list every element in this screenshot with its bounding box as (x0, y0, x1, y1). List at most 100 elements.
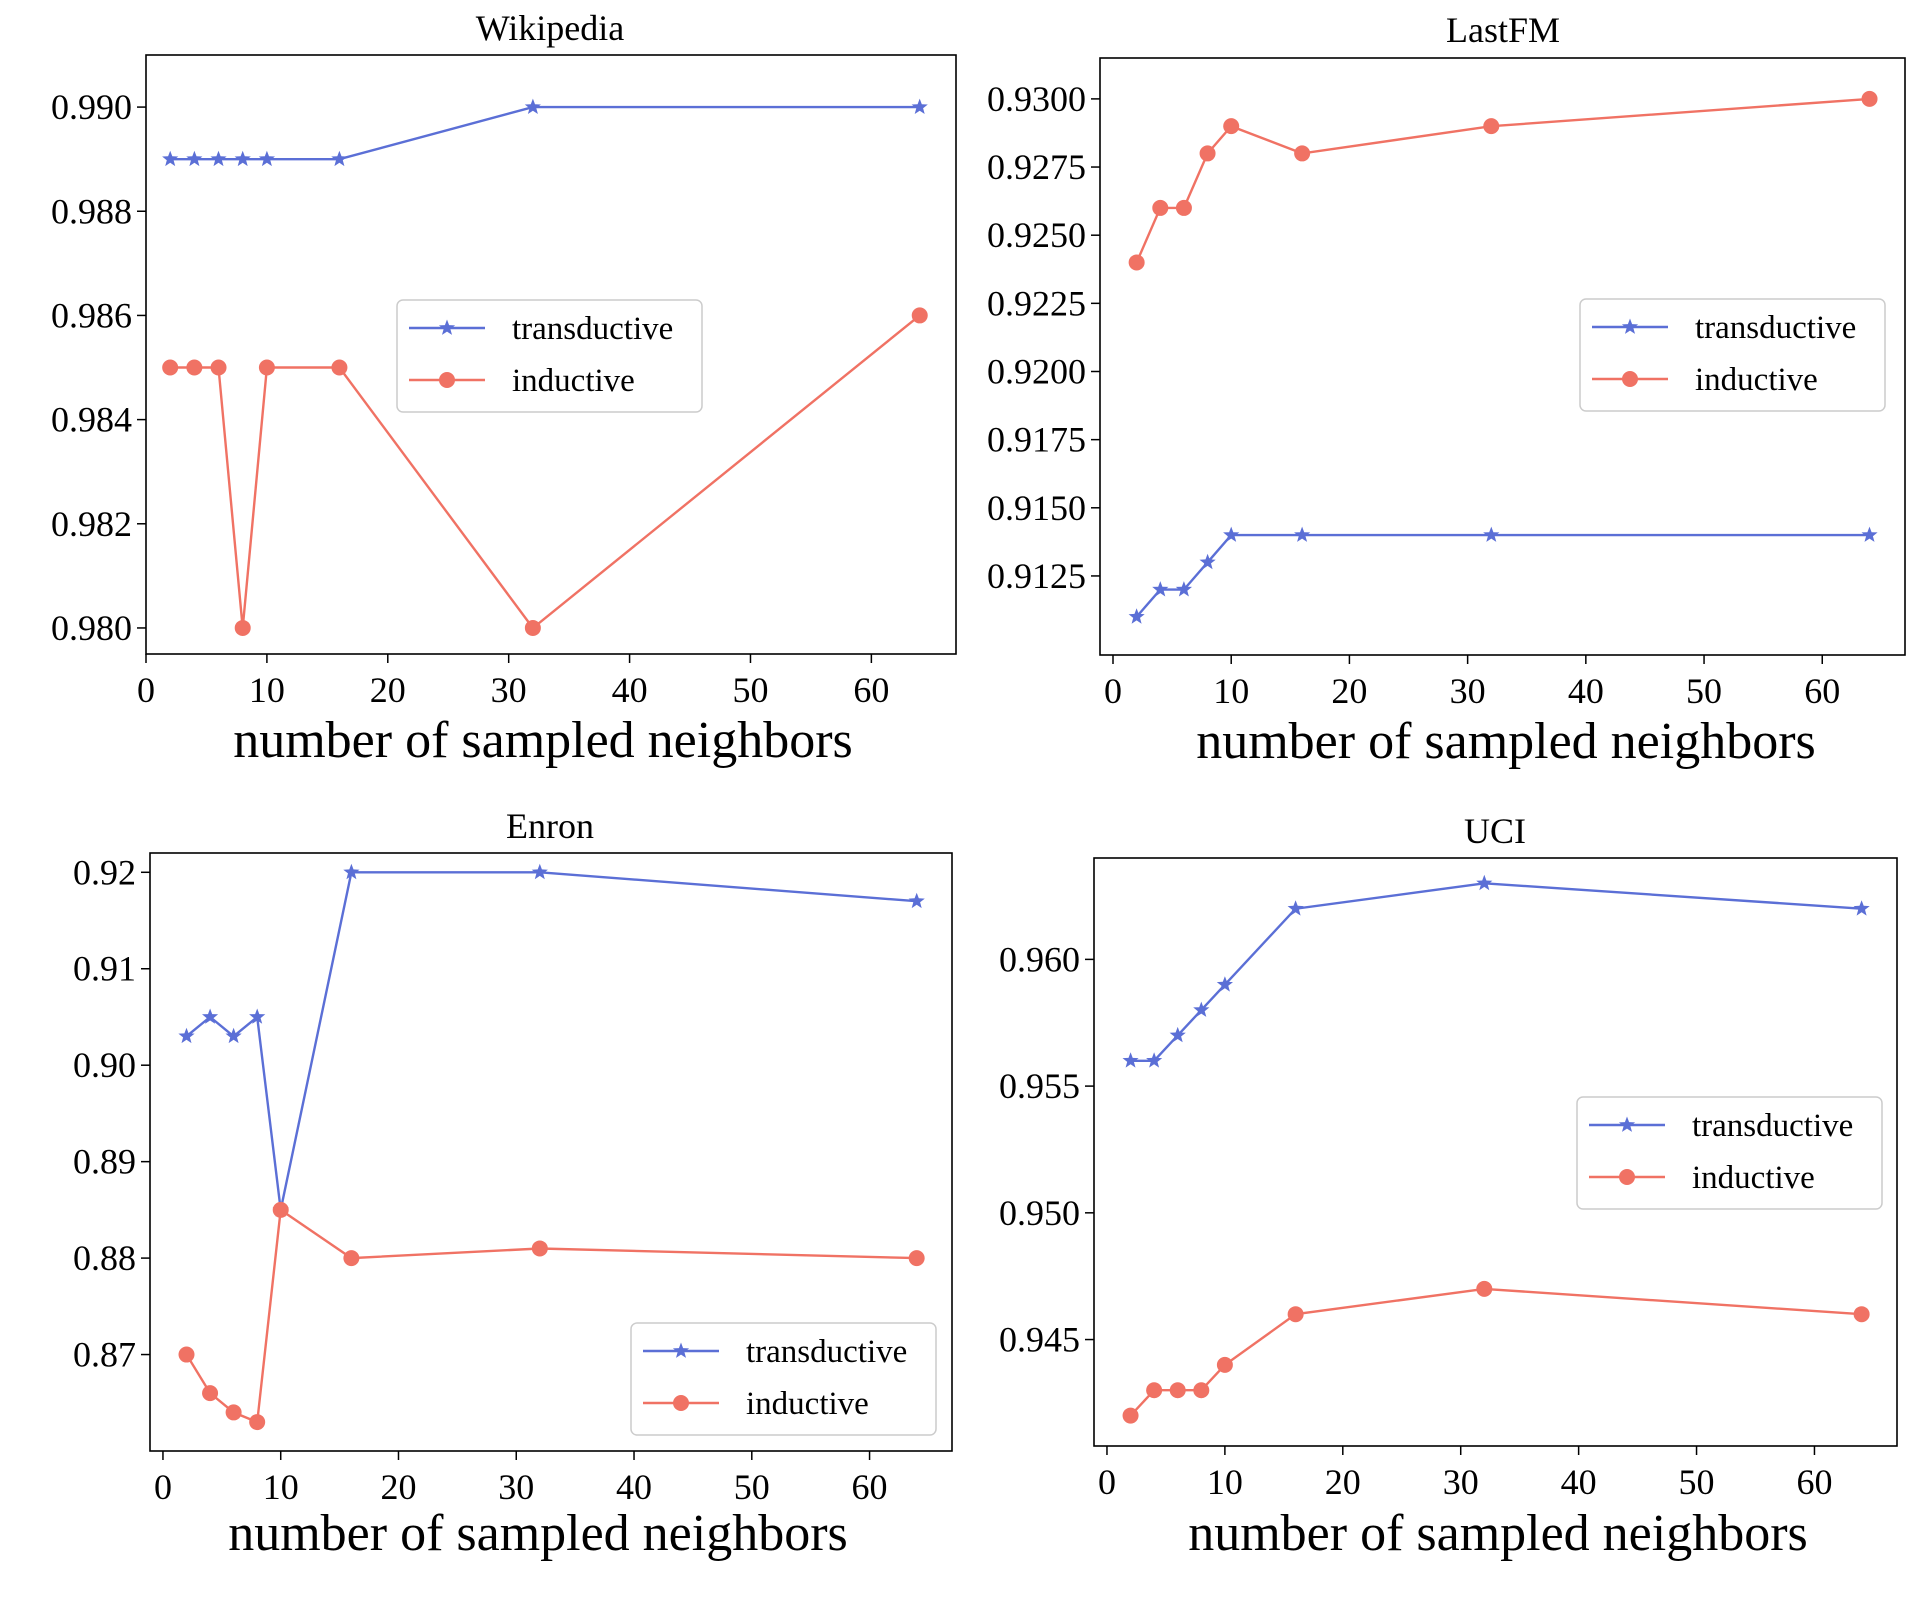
point-transductive (1146, 1052, 1163, 1068)
point-transductive (524, 98, 541, 114)
x-tick-label: 20 (370, 670, 406, 710)
point-inductive (908, 1250, 925, 1267)
y-tick-label: 0.980 (51, 608, 132, 648)
point-transductive (210, 150, 227, 167)
point-transductive (1294, 526, 1311, 542)
point-inductive (911, 307, 928, 324)
series-line-transductive (170, 105, 920, 161)
point-inductive (1223, 118, 1240, 135)
legend-marker-transductive (1618, 1116, 1636, 1132)
point-inductive (343, 1250, 360, 1267)
chart-panel-lastfm: LastFM 0 10 20 30 40 50 60 0.9125 0.9150 0.9175 0.9… (987, 10, 1906, 770)
point-inductive (1122, 1407, 1139, 1424)
y-tick-label: 0.90 (73, 1045, 136, 1085)
y-tick-label: 0.984 (51, 400, 132, 440)
x-tick-label: 60 (1796, 1462, 1832, 1502)
point-transductive (908, 892, 925, 909)
point-inductive (1199, 145, 1216, 162)
point-inductive (1483, 118, 1500, 135)
legend: transductive inductive (1576, 1096, 1883, 1210)
y-tick-label: 0.945 (999, 1320, 1080, 1360)
legend-label-inductive: inductive (1692, 1160, 1815, 1196)
y-tick-label: 0.960 (999, 939, 1080, 979)
x-axis-label: number of sampled neighbors (233, 712, 853, 769)
point-inductive (1128, 254, 1145, 271)
y-tick-label: 0.91 (73, 949, 136, 989)
legend-label-inductive: inductive (512, 363, 635, 399)
y-tick-label: 0.9175 (987, 420, 1086, 460)
point-transductive (178, 1027, 195, 1044)
point-inductive (225, 1404, 242, 1421)
series-line-transductive (1135, 533, 1870, 618)
point-transductive (911, 98, 928, 114)
point-inductive (331, 359, 348, 376)
y-tick-label: 0.9225 (987, 283, 1086, 323)
legend-marker-transductive (672, 1342, 690, 1358)
x-tick-label: 40 (616, 1467, 652, 1507)
point-transductive (162, 150, 179, 167)
point-inductive (234, 619, 251, 636)
point-inductive (1193, 1382, 1210, 1399)
point-inductive (524, 619, 541, 636)
point-transductive (1223, 526, 1240, 542)
x-tick-label: 60 (853, 670, 889, 710)
point-transductive (1476, 874, 1493, 891)
legend-label-transductive: transductive (746, 1334, 907, 1370)
x-axis-label: number of sampled neighbors (1188, 1505, 1808, 1562)
legend-marker-transductive (438, 319, 456, 335)
legend-marker-inductive (673, 1395, 689, 1411)
chart-panel-uci: UCI 0 10 20 30 40 50 60 0.945 0.950 0.955 0.960 numb… (999, 811, 1898, 1562)
axes-frame (149, 852, 953, 1452)
x-tick-label: 10 (1207, 1462, 1243, 1502)
point-transductive (1193, 1001, 1210, 1017)
y-tick-label: 0.982 (51, 504, 132, 544)
chart-title: Enron (506, 806, 594, 846)
chart-panel-enron: Enron 0 10 20 30 40 50 60 0.87 0.88 0.89 0.90 0.91 0.… (73, 806, 953, 1562)
x-tick-label: 10 (263, 1467, 299, 1507)
point-inductive (1476, 1280, 1493, 1297)
point-inductive (1152, 199, 1169, 216)
y-tick-label: 0.955 (999, 1066, 1080, 1106)
y-tick-label: 0.9300 (987, 79, 1086, 119)
point-inductive (210, 359, 227, 376)
point-transductive (343, 863, 360, 880)
point-transductive (331, 150, 348, 167)
y-tick-label: 0.92 (73, 852, 136, 892)
x-tick-label: 50 (732, 670, 768, 710)
series-line-inductive (1135, 97, 1870, 263)
legend-marker-inductive (439, 372, 455, 388)
point-transductive (1128, 608, 1145, 624)
point-transductive (1175, 581, 1192, 597)
point-inductive (531, 1240, 548, 1257)
x-tick-label: 0 (1104, 671, 1122, 711)
y-tick-label: 0.87 (73, 1335, 136, 1375)
series-line-inductive (1129, 1287, 1862, 1417)
axes-frame (1093, 857, 1898, 1447)
y-tick-label: 0.9200 (987, 351, 1086, 391)
series-line-transductive (185, 871, 917, 1211)
point-transductive (225, 1027, 242, 1044)
point-inductive (186, 359, 203, 376)
point-transductive (1199, 553, 1216, 570)
point-transductive (1122, 1052, 1139, 1068)
point-transductive (202, 1008, 219, 1024)
point-transductive (258, 150, 275, 167)
point-inductive (178, 1346, 195, 1363)
point-transductive (1169, 1026, 1186, 1043)
point-inductive (249, 1414, 266, 1431)
series-line-transductive (1130, 882, 1862, 1063)
point-transductive (186, 150, 203, 167)
y-tick-label: 0.9125 (987, 556, 1086, 596)
point-inductive (1861, 90, 1878, 107)
chart-title: LastFM (1446, 10, 1560, 50)
x-tick-label: 30 (1443, 1462, 1479, 1502)
point-inductive (202, 1385, 219, 1402)
point-inductive (1853, 1306, 1870, 1323)
legend-label-transductive: transductive (512, 311, 673, 347)
point-transductive (1152, 581, 1169, 597)
y-tick-label: 0.88 (73, 1238, 136, 1278)
point-transductive (1861, 526, 1878, 542)
y-tick-label: 0.89 (73, 1142, 136, 1182)
point-inductive (272, 1201, 289, 1218)
